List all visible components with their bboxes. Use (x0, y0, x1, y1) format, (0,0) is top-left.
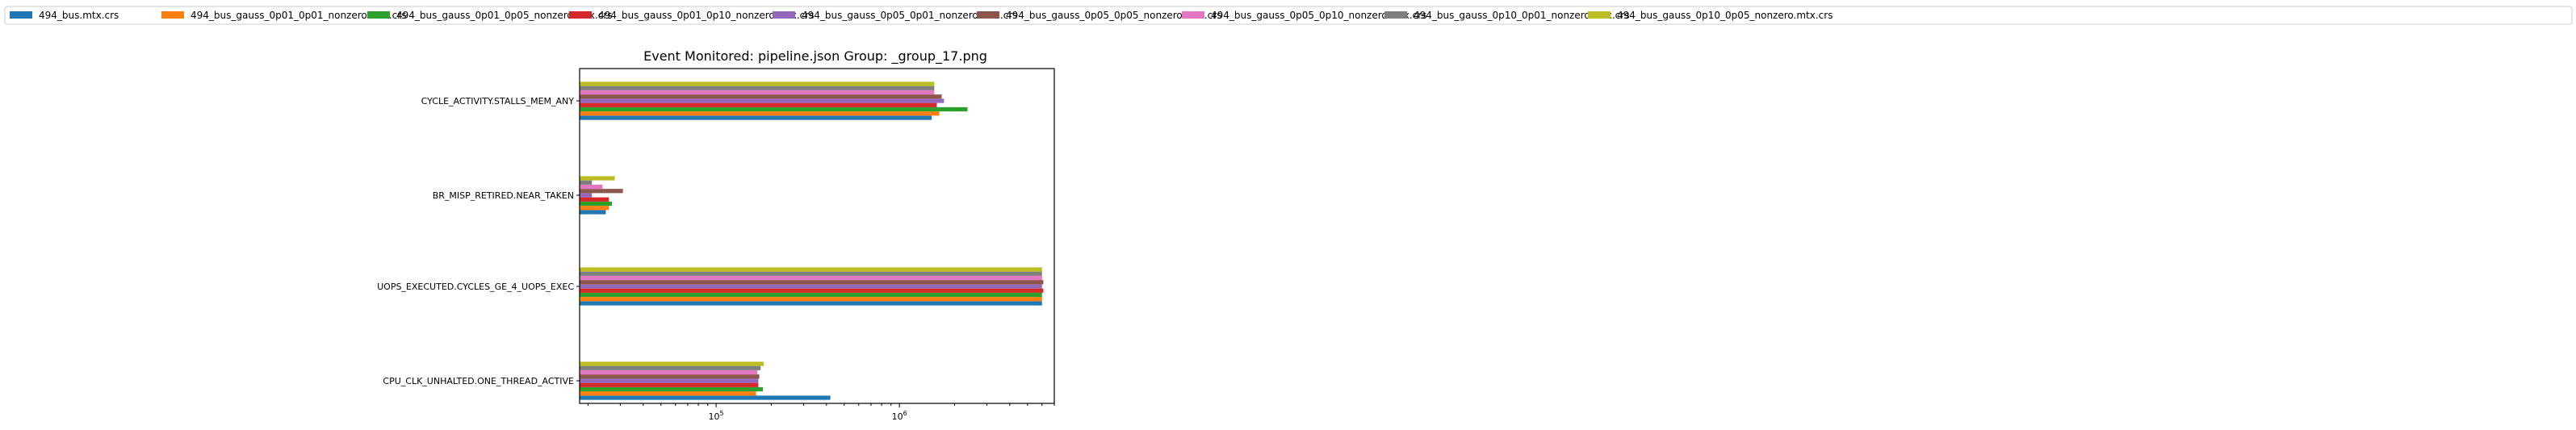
bar-6-2 (580, 189, 623, 194)
bar-8-2 (580, 180, 593, 185)
legend-label: 494_bus.mtx.crs (39, 10, 119, 21)
bar-2-4 (580, 391, 756, 396)
legend-swatch (1588, 11, 1611, 19)
legend-swatch (1182, 11, 1204, 19)
bar-7-4 (580, 369, 758, 375)
bar-1-2 (580, 210, 606, 215)
bars-layer (580, 81, 1044, 400)
legend-frame (4, 6, 2573, 25)
bar-2-2 (580, 206, 609, 211)
bar-5-1 (580, 98, 945, 103)
bar-7-3 (580, 275, 1042, 281)
bar-3-1 (580, 106, 968, 112)
bar-2-3 (580, 297, 1042, 302)
bar-2-1 (580, 111, 940, 116)
bar-7-2 (580, 184, 603, 190)
x-axis: 105 106 (587, 403, 1055, 422)
bar-4-2 (580, 197, 609, 202)
bar-7-1 (580, 90, 935, 95)
legend-label: 494_bus_gauss_0p10_0p05_nonzero.mtx.crs (1617, 10, 1833, 21)
bar-5-4 (580, 378, 759, 383)
legend-label: 494_bus_gauss_0p05_0p10_nonzero.mtx.crs (1211, 10, 1426, 21)
bar-1-3 (580, 301, 1042, 306)
bar-8-4 (580, 365, 761, 370)
legend-label: 494_bus_gauss_0p01_0p05_nonzero.mtx.crs (396, 10, 612, 21)
legend-swatch (367, 11, 390, 19)
bar-8-3 (580, 271, 1042, 276)
bar-3-2 (580, 201, 612, 207)
chart-title: Event Monitored: pipeline.json Group: _g… (643, 48, 987, 65)
y-tick-label: CPU_CLK_UNHALTED.ONE_THREAD_ACTIVE (383, 376, 574, 386)
bar-5-3 (580, 284, 1042, 289)
legend: 494_bus.mtx.crs 494_bus_gauss_0p01_0p01_n… (4, 6, 2573, 25)
y-tick-label: CYCLE_ACTIVITY.STALLS_MEM_ANY (421, 96, 575, 106)
x-tick-label: 106 (892, 410, 907, 422)
legend-swatch (773, 11, 795, 19)
bar-6-1 (580, 94, 942, 99)
legend-swatch (10, 11, 32, 19)
legend-swatch (977, 11, 999, 19)
bar-6-4 (580, 374, 760, 379)
bar-4-4 (580, 382, 759, 387)
bar-3-3 (580, 292, 1042, 298)
bar-4-1 (580, 102, 937, 107)
bar-9-1 (580, 81, 935, 86)
bar-1-4 (580, 395, 831, 400)
bar-1-1 (580, 115, 932, 120)
bar-9-4 (580, 361, 764, 366)
y-tick-label: UOPS_EXECUTED.CYCLES_GE_4_UOPS_EXEC (377, 282, 574, 292)
legend-label: 494_bus_gauss_0p01_0p01_nonzero.mtx.crs (191, 10, 406, 21)
bar-9-2 (580, 176, 615, 181)
plot-frame (579, 68, 1055, 404)
y-tick-label: BR_MISP_RETIRED.NEAR_TAKEN (433, 190, 574, 201)
bar-5-2 (580, 193, 593, 198)
y-axis: CYCLE_ACTIVITY.STALLS_MEM_ANY BR_MISP_RET… (377, 96, 580, 386)
legend-label: 494_bus_gauss_0p01_0p10_nonzero.mtx.crs (598, 10, 814, 21)
legend-swatch (1384, 11, 1407, 19)
legend-swatch (569, 11, 592, 19)
bar-8-1 (580, 86, 935, 90)
bar-4-3 (580, 288, 1044, 293)
bar-6-3 (580, 280, 1044, 285)
legend-label: 494_bus_gauss_0p05_0p05_nonzero.mtx.crs (1006, 10, 1221, 21)
legend-label: 494_bus_gauss_0p05_0p01_nonzero.mtx.crs (802, 10, 1017, 21)
bar-9-3 (580, 267, 1042, 272)
x-tick-label: 105 (709, 410, 724, 422)
legend-swatch (161, 11, 184, 19)
bar-3-4 (580, 386, 764, 392)
legend-label: 494_bus_gauss_0p10_0p01_nonzero.mtx.crs (1414, 10, 1629, 21)
